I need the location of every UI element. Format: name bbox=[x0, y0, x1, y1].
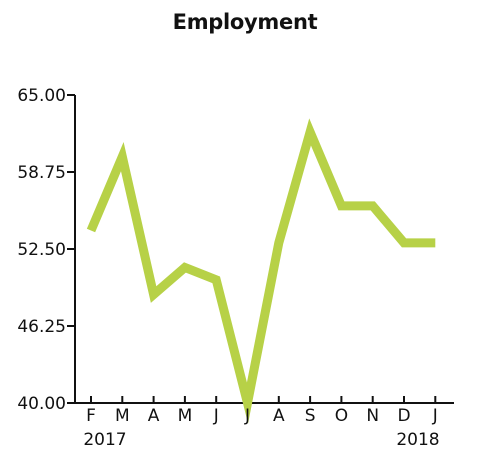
x-tick-label: N bbox=[366, 406, 379, 426]
y-tick-label: 40.00 bbox=[17, 394, 66, 414]
series bbox=[86, 118, 436, 424]
y-tick-label: 52.50 bbox=[17, 240, 66, 260]
x-tick-label: O bbox=[335, 406, 348, 426]
year-label: 2017 bbox=[83, 430, 126, 450]
x-tick-label: D bbox=[397, 406, 410, 426]
y-tick-label: 58.75 bbox=[17, 163, 66, 183]
chart-title: Employment bbox=[172, 10, 318, 34]
x-tick-label: M bbox=[178, 406, 193, 426]
year-label: 2018 bbox=[396, 430, 439, 450]
x-tick-label: J bbox=[432, 406, 438, 426]
x-tick-label: J bbox=[244, 406, 250, 426]
series-line bbox=[86, 118, 436, 424]
axes bbox=[74, 95, 454, 404]
x-tick-label: A bbox=[273, 406, 285, 426]
x-tick-label: S bbox=[305, 406, 316, 426]
ticks bbox=[67, 94, 437, 404]
x-tick-label: M bbox=[115, 406, 130, 426]
x-tick-label: F bbox=[86, 406, 96, 426]
x-tick-label: A bbox=[148, 406, 160, 426]
y-tick-label: 65.00 bbox=[17, 86, 66, 106]
y-tick-label: 46.25 bbox=[17, 317, 66, 337]
x-tick-label: J bbox=[213, 406, 219, 426]
